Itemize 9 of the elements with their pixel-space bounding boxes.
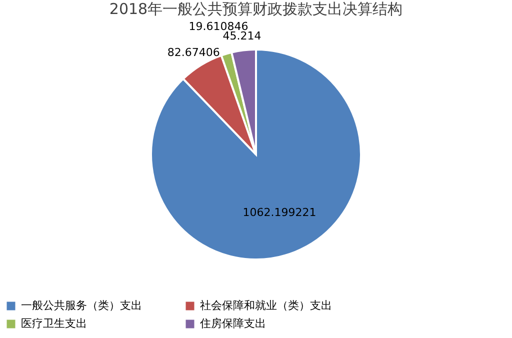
legend-label: 住房保障支出 bbox=[200, 317, 266, 330]
legend-label: 医疗卫生支出 bbox=[21, 317, 87, 330]
data-label: 82.67406 bbox=[167, 46, 220, 60]
pie-slice bbox=[150, 48, 362, 260]
data-label: 45.214 bbox=[222, 29, 262, 42]
data-label: 1062.199221 bbox=[242, 206, 316, 219]
chart-title: 2018年一般公共预算财政拨款支出决算结构 bbox=[109, 0, 403, 18]
legend-label: 社会保障和就业（类）支出 bbox=[200, 299, 332, 312]
legend-label: 一般公共服务（类）支出 bbox=[21, 299, 142, 312]
